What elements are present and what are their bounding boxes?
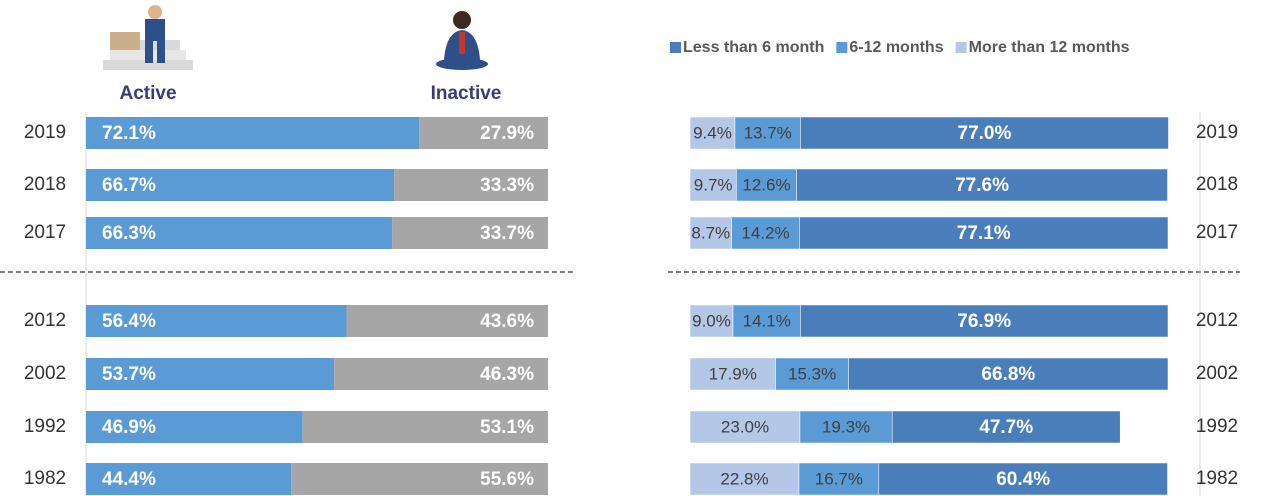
data-label: 33.7% <box>480 223 534 244</box>
legend-swatch <box>955 42 967 53</box>
data-label: 9.0% <box>692 311 731 330</box>
y-tick-label: 2019 <box>24 122 66 143</box>
data-label: 53.1% <box>480 417 534 438</box>
legend-label: Less than 6 month <box>683 39 824 56</box>
bar-segment <box>86 117 420 149</box>
data-label: 14.2% <box>741 223 789 242</box>
bar-segment <box>731 216 800 250</box>
bar-segment <box>878 462 1168 496</box>
y-tick-label: 2002 <box>1196 363 1238 384</box>
data-label: 77.1% <box>957 223 1011 244</box>
bar-segment <box>732 304 801 338</box>
data-label: 76.9% <box>957 311 1011 332</box>
y-tick-label: 1992 <box>1196 416 1238 437</box>
inactive-icon <box>436 11 488 70</box>
data-label: 8.7% <box>691 223 730 242</box>
data-label: 55.6% <box>480 469 534 490</box>
data-label: 17.9% <box>709 364 757 383</box>
legend-label: Inactive <box>431 83 502 104</box>
legend-swatch <box>670 42 681 53</box>
data-label: 66.3% <box>102 223 156 244</box>
bar-segment <box>689 216 732 250</box>
data-label: 72.1% <box>102 123 156 144</box>
data-label: 56.4% <box>102 311 156 332</box>
data-label: 19.3% <box>822 417 870 436</box>
legend-label: Active <box>119 83 176 104</box>
bar-segment <box>334 358 548 390</box>
data-label: 53.7% <box>102 364 156 385</box>
y-tick-label: 2012 <box>24 310 66 331</box>
bar-segment <box>419 117 548 149</box>
bar-segment <box>689 168 737 202</box>
bar-segment <box>775 357 849 391</box>
y-tick-label: 2018 <box>1196 174 1238 195</box>
bar-segment <box>346 305 548 337</box>
y-tick-label: 1982 <box>24 468 66 489</box>
bar-segment <box>799 216 1169 250</box>
y-tick-label: 2017 <box>24 222 66 243</box>
data-label: 44.4% <box>102 469 156 490</box>
bar-segment <box>689 304 734 338</box>
y-tick-label: 1982 <box>1196 468 1238 489</box>
bar-segment <box>86 169 395 201</box>
data-label: 12.6% <box>742 175 790 194</box>
data-label: 66.8% <box>981 364 1035 385</box>
y-tick-label: 1992 <box>24 416 66 437</box>
data-label: 47.7% <box>979 417 1033 438</box>
bar-segment <box>86 411 303 443</box>
legend-swatch <box>836 42 848 53</box>
data-label: 13.7% <box>744 123 792 142</box>
data-label: 27.9% <box>480 123 534 144</box>
bar-segment <box>689 410 801 444</box>
data-label: 60.4% <box>996 469 1050 490</box>
y-tick-label: 2012 <box>1196 310 1238 331</box>
bar-segment <box>800 304 1169 338</box>
y-tick-label: 2018 <box>24 174 66 195</box>
legend-label: 6-12 months <box>849 39 943 56</box>
bar-segment <box>848 357 1169 391</box>
data-label: 43.6% <box>480 311 534 332</box>
bar-segment <box>736 168 797 202</box>
data-label: 16.7% <box>815 469 863 488</box>
legend-label: More than 12 months <box>969 39 1130 56</box>
bar-segment <box>891 410 1121 444</box>
bar-segment <box>800 116 1169 150</box>
active-icon <box>103 5 193 70</box>
y-tick-label: 2002 <box>24 363 66 384</box>
bar-segment <box>799 410 893 444</box>
bar-segment <box>394 169 548 201</box>
bar-segment <box>689 357 776 391</box>
data-label: 77.0% <box>958 123 1012 144</box>
data-label: 22.8% <box>720 469 768 488</box>
data-label: 46.9% <box>102 417 156 438</box>
data-label: 33.3% <box>480 175 534 196</box>
bar-segment <box>392 217 548 249</box>
data-label: 14.1% <box>743 311 791 330</box>
data-label: 9.4% <box>693 123 732 142</box>
bar-segment <box>291 463 548 495</box>
data-label: 77.6% <box>955 175 1009 196</box>
data-label: 15.3% <box>788 364 836 383</box>
y-tick-label: 2019 <box>1196 122 1238 143</box>
bar-segment <box>86 305 347 337</box>
bar-segment <box>798 462 880 496</box>
data-label: 9.7% <box>694 175 733 194</box>
bar-segment <box>86 358 335 390</box>
data-label: 23.0% <box>721 417 769 436</box>
bar-segment <box>689 462 800 496</box>
bar-segment <box>734 116 801 150</box>
data-label: 66.7% <box>102 175 156 196</box>
data-label: 46.3% <box>480 364 534 385</box>
bar-segment <box>86 217 393 249</box>
bar-segment <box>302 411 548 443</box>
bar-segment <box>796 168 1168 202</box>
bar-segment <box>689 116 736 150</box>
y-tick-label: 2017 <box>1196 222 1238 243</box>
bar-segment <box>86 463 292 495</box>
